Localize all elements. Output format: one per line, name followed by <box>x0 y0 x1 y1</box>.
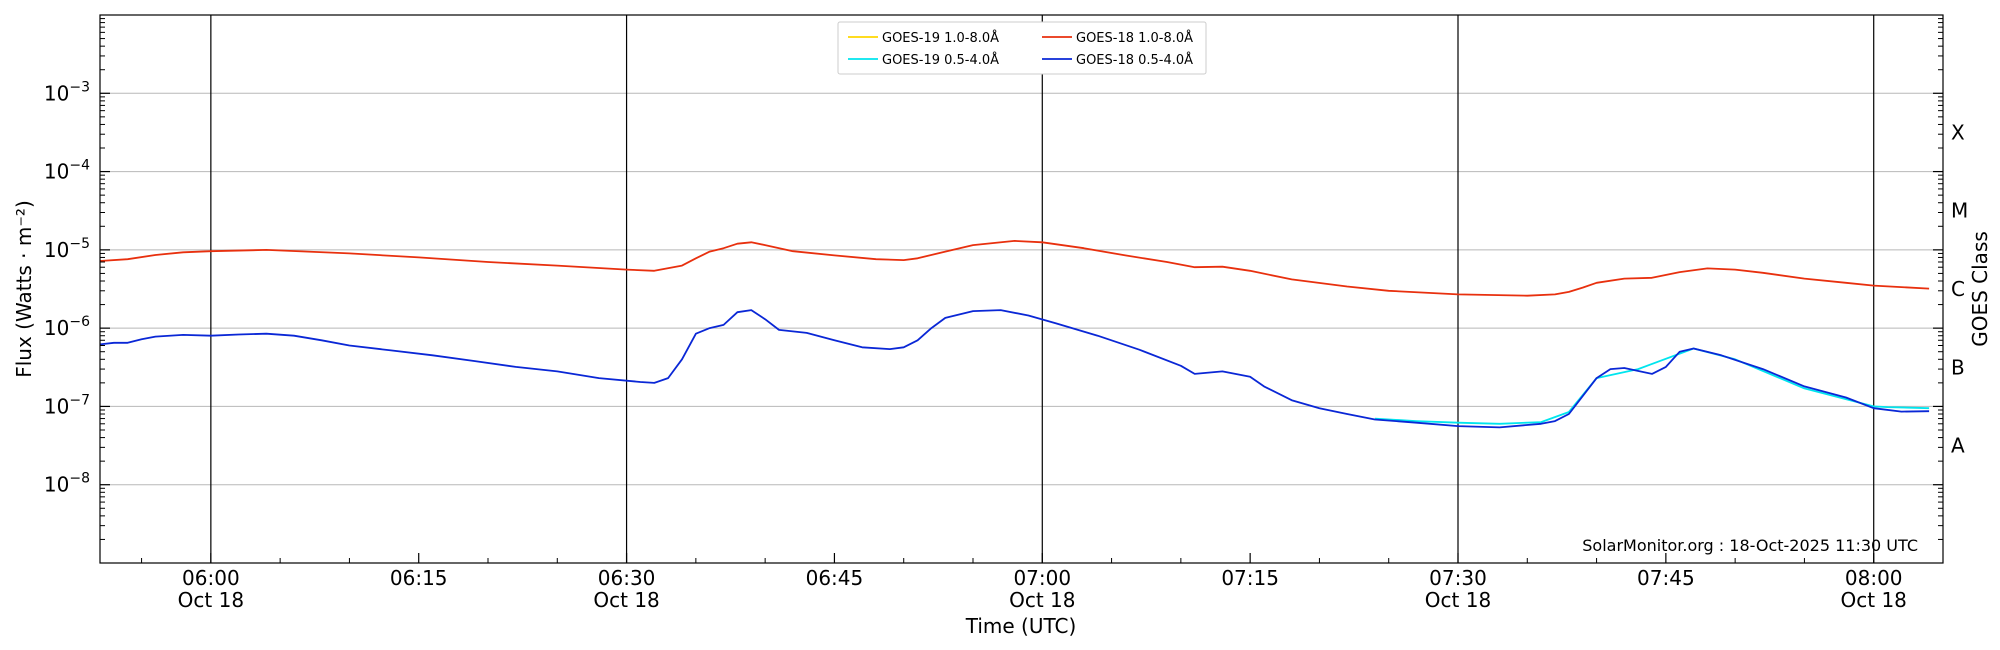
x-tick-sublabel-8: Oct 18 <box>1841 588 1907 612</box>
plot-frame <box>99 14 1944 564</box>
x-tick-label-3: 06:45 <box>806 566 864 590</box>
goes-class-label-x: X <box>1951 120 1965 144</box>
x-tick-label-2: 06:30 <box>598 566 656 590</box>
y-tick-label-0: 10−8 <box>44 471 90 497</box>
x-tick-label-5: 07:15 <box>1221 566 1279 590</box>
legend-label-1: GOES-19 0.5-4.0Å <box>882 52 999 68</box>
plot-background <box>100 15 1943 563</box>
y-axis-ticks: 10−8 10−7 10−6 10−5 10−4 10−3 <box>44 18 1943 540</box>
y-axis-title: Flux (Watts · m⁻²) <box>12 200 36 378</box>
goes-class-labels: A B C M X <box>1951 120 1968 457</box>
y-tick-label-2: 10−6 <box>44 314 90 340</box>
x-tick-sublabel-0: Oct 18 <box>178 588 244 612</box>
y-tick-label-3: 10−5 <box>44 236 90 262</box>
legend-label-2: GOES-18 1.0-8.0Å <box>1076 30 1193 46</box>
y-tick-label-5: 10−3 <box>44 79 90 105</box>
x-tick-sublabel-6: Oct 18 <box>1425 588 1491 612</box>
y-tick-label-4: 10−4 <box>44 158 90 184</box>
x-tick-label-1: 06:15 <box>390 566 448 590</box>
x-tick-label-0: 06:00 <box>182 566 240 590</box>
x-tick-sublabel-4: Oct 18 <box>1009 588 1075 612</box>
credit-text: SolarMonitor.org : 18-Oct-2025 11:30 UTC <box>1582 536 1918 555</box>
goes-class-label-a: A <box>1951 434 1965 458</box>
goes-class-label-m: M <box>1951 199 1968 223</box>
x-tick-label-7: 07:45 <box>1637 566 1695 590</box>
legend-label-3: GOES-18 0.5-4.0Å <box>1076 52 1193 68</box>
goes-class-label-b: B <box>1951 355 1965 379</box>
series-line-3 <box>99 309 1930 429</box>
x-axis-title: Time (UTC) <box>965 614 1077 638</box>
y-tick-label-1: 10−7 <box>44 392 90 418</box>
legend-label-0: GOES-19 1.0-8.0Å <box>882 30 999 46</box>
legend: GOES-19 1.0-8.0Å GOES-19 0.5-4.0Å GOES-18 … <box>837 21 1207 75</box>
day-vertical-lines <box>210 15 1875 563</box>
series-line-2 <box>99 240 1930 297</box>
y2-axis-title: GOES Class <box>1968 231 1992 347</box>
x-tick-label-8: 08:00 <box>1845 566 1903 590</box>
x-tick-label-4: 07:00 <box>1013 566 1071 590</box>
legend-box <box>837 21 1207 75</box>
series-lines <box>99 240 1930 429</box>
x-tick-label-6: 07:30 <box>1429 566 1487 590</box>
x-tick-sublabel-2: Oct 18 <box>593 588 659 612</box>
goes-class-label-c: C <box>1951 277 1965 301</box>
grid-lines <box>100 92 1943 486</box>
